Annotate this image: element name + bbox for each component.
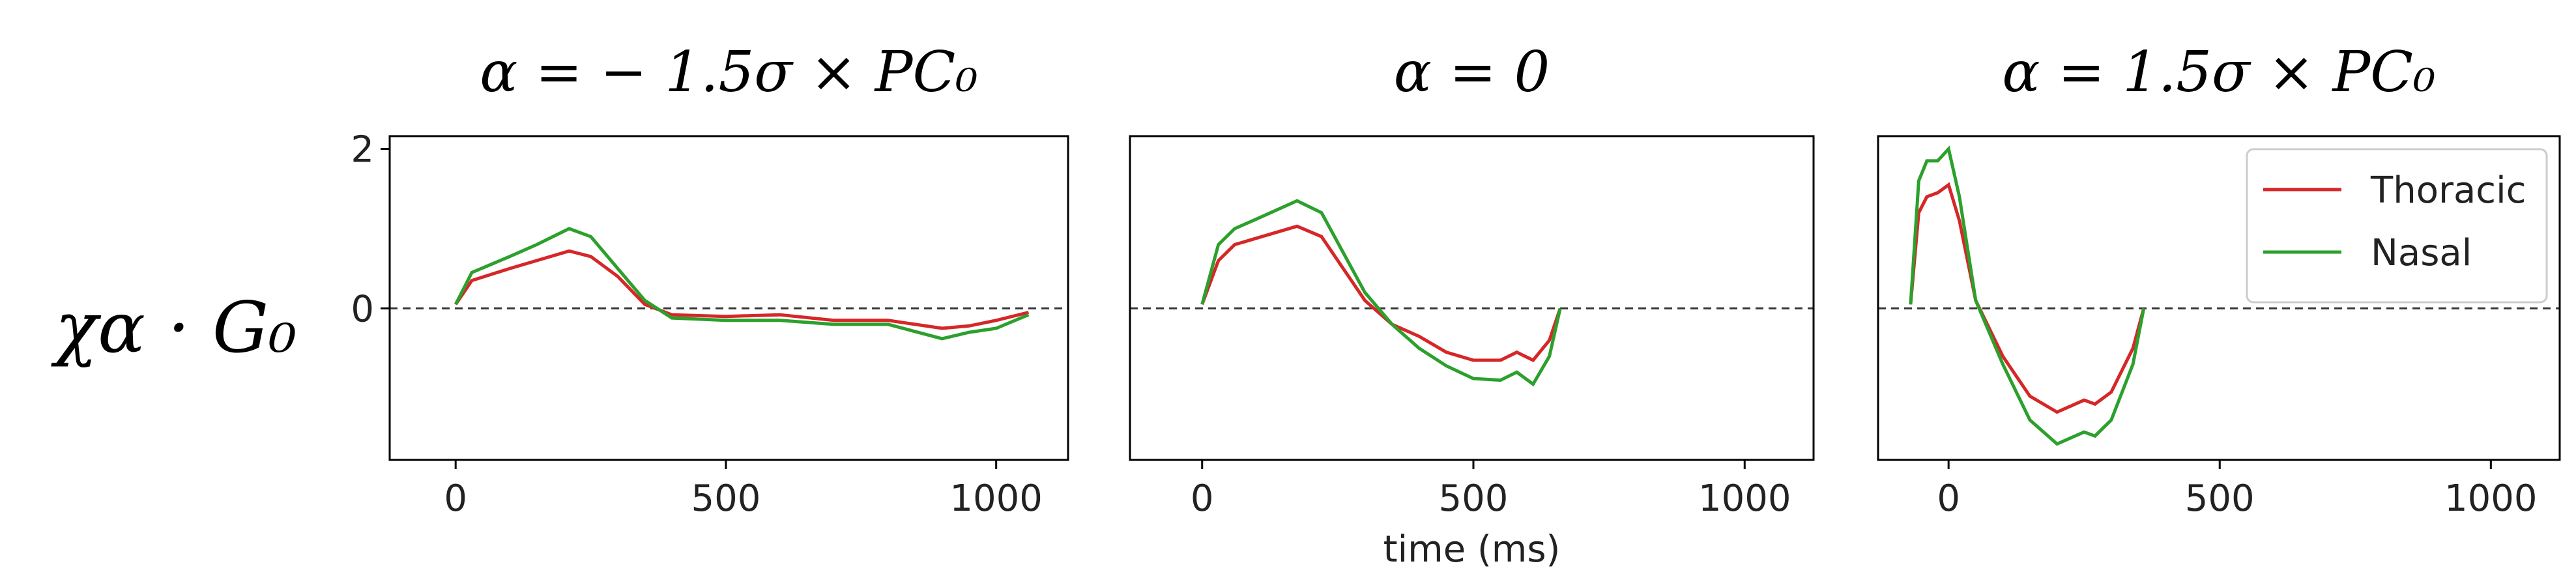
line-series [1200,199,1562,387]
x-tick-label: 1000 [1698,477,1791,520]
chart-title: α = 1.5σ × PC₀ [2002,40,2435,105]
plot-frame [388,135,1069,461]
legend-box [2246,148,2548,304]
x-tick-label: 500 [1439,477,1509,520]
line-series [454,227,1030,341]
x-axis-label: time (ms) [1383,528,1561,570]
x-tick-label: 500 [2185,477,2255,520]
x-tick-label: 1000 [949,477,1043,520]
legend: Thoracic Nasal [2246,148,2548,304]
x-tick-label: 0 [444,477,467,520]
legend-label: Thoracic [2370,169,2526,212]
chart-title: α = 0 [1394,40,1550,105]
x-tick-label: 500 [691,477,760,520]
plot-frame [1129,135,1815,461]
x-tick-label: 0 [1191,477,1214,520]
line-series [1200,224,1562,363]
line-series [454,249,1030,330]
line-series [1909,145,2146,446]
x-tick-label: 1000 [2444,477,2538,520]
chart-title: α = − 1.5σ × PC₀ [480,40,978,105]
plot-frame [1877,135,2561,461]
legend-label: Nasal [2371,232,2472,274]
y-tick-label: 2 [351,129,374,171]
line-series [1909,182,2146,414]
x-tick-label: 0 [1937,477,1960,520]
y-tick-label: 0 [351,288,374,330]
y-axis-label: χα · G₀ [51,287,297,369]
